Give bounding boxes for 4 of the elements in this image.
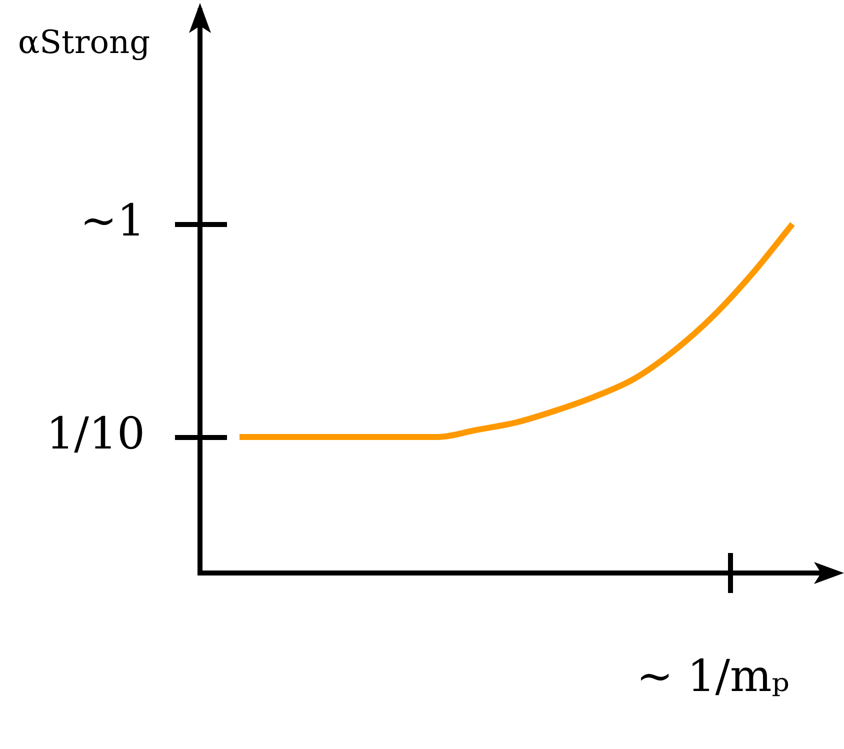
text: ∼ 1/mₚ (636, 651, 790, 702)
y-axis-title: αStrong (18, 23, 150, 61)
y-tick-label: ∼1 (80, 195, 145, 246)
y-tick-label: 1/10 (46, 408, 145, 460)
